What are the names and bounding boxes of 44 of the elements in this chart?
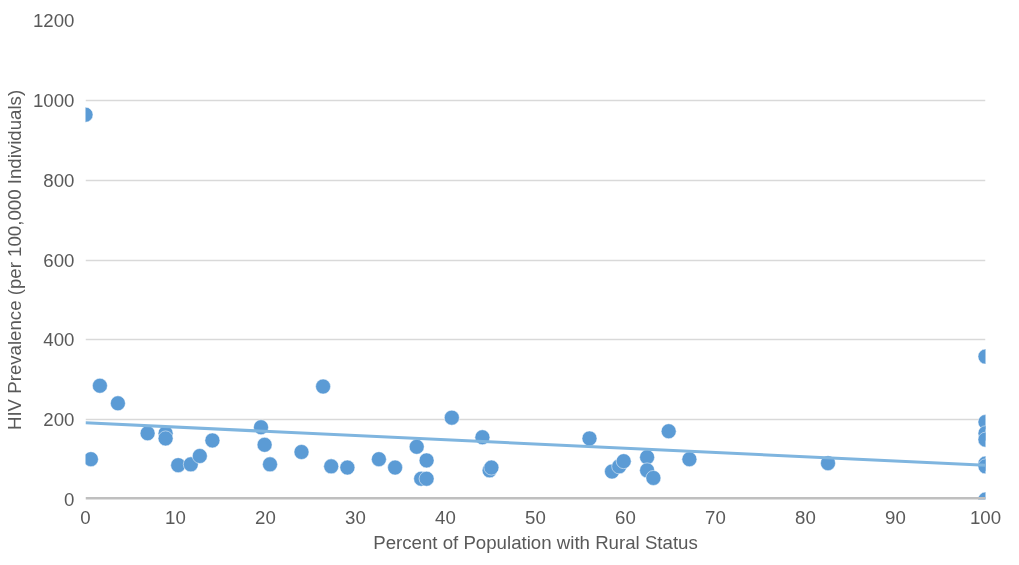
point <box>444 409 460 426</box>
point <box>418 471 435 487</box>
point <box>645 470 662 486</box>
point <box>408 439 425 455</box>
point <box>85 451 99 467</box>
point <box>192 448 208 464</box>
y-tick-label: 200 <box>43 409 75 431</box>
point <box>387 459 403 476</box>
point <box>615 453 632 469</box>
y-tick-label: 1200 <box>33 10 75 31</box>
point <box>139 425 156 441</box>
point <box>339 459 356 476</box>
point <box>418 452 435 469</box>
point <box>581 430 598 447</box>
point <box>157 430 174 447</box>
point <box>371 451 387 467</box>
y-axis-title: HIV Prevalence (per 100,000 Individuals) <box>4 89 25 431</box>
x-tick-label: 90 <box>885 506 906 528</box>
point <box>293 444 310 460</box>
point <box>681 451 698 467</box>
x-tick-label: 40 <box>435 506 456 528</box>
x-tick-label: 60 <box>615 506 636 528</box>
point <box>315 378 331 395</box>
y-tick-label: 1000 <box>33 89 75 111</box>
y-tick-label: 0 <box>64 489 75 510</box>
point <box>262 456 278 473</box>
x-tick-label: 50 <box>525 506 546 528</box>
x-axis-title: Percent of Population with Rural Status <box>373 531 698 553</box>
point <box>110 395 126 412</box>
point <box>323 458 339 475</box>
x-tick-label: 80 <box>795 506 816 528</box>
x-tick-label: 0 <box>80 506 91 528</box>
x-tick-label: 70 <box>705 506 726 528</box>
x-tick-label: 30 <box>345 506 366 528</box>
y-tick-label: 800 <box>43 169 75 191</box>
x-tick-label: 20 <box>255 506 276 528</box>
point <box>92 378 108 394</box>
point <box>204 432 221 449</box>
point <box>660 423 677 439</box>
x-tick-label: 10 <box>165 506 186 528</box>
x-tick-label: 100 <box>969 506 1002 528</box>
y-tick-label: 600 <box>43 249 75 271</box>
point <box>256 437 273 453</box>
y-tick-label: 400 <box>43 329 75 351</box>
